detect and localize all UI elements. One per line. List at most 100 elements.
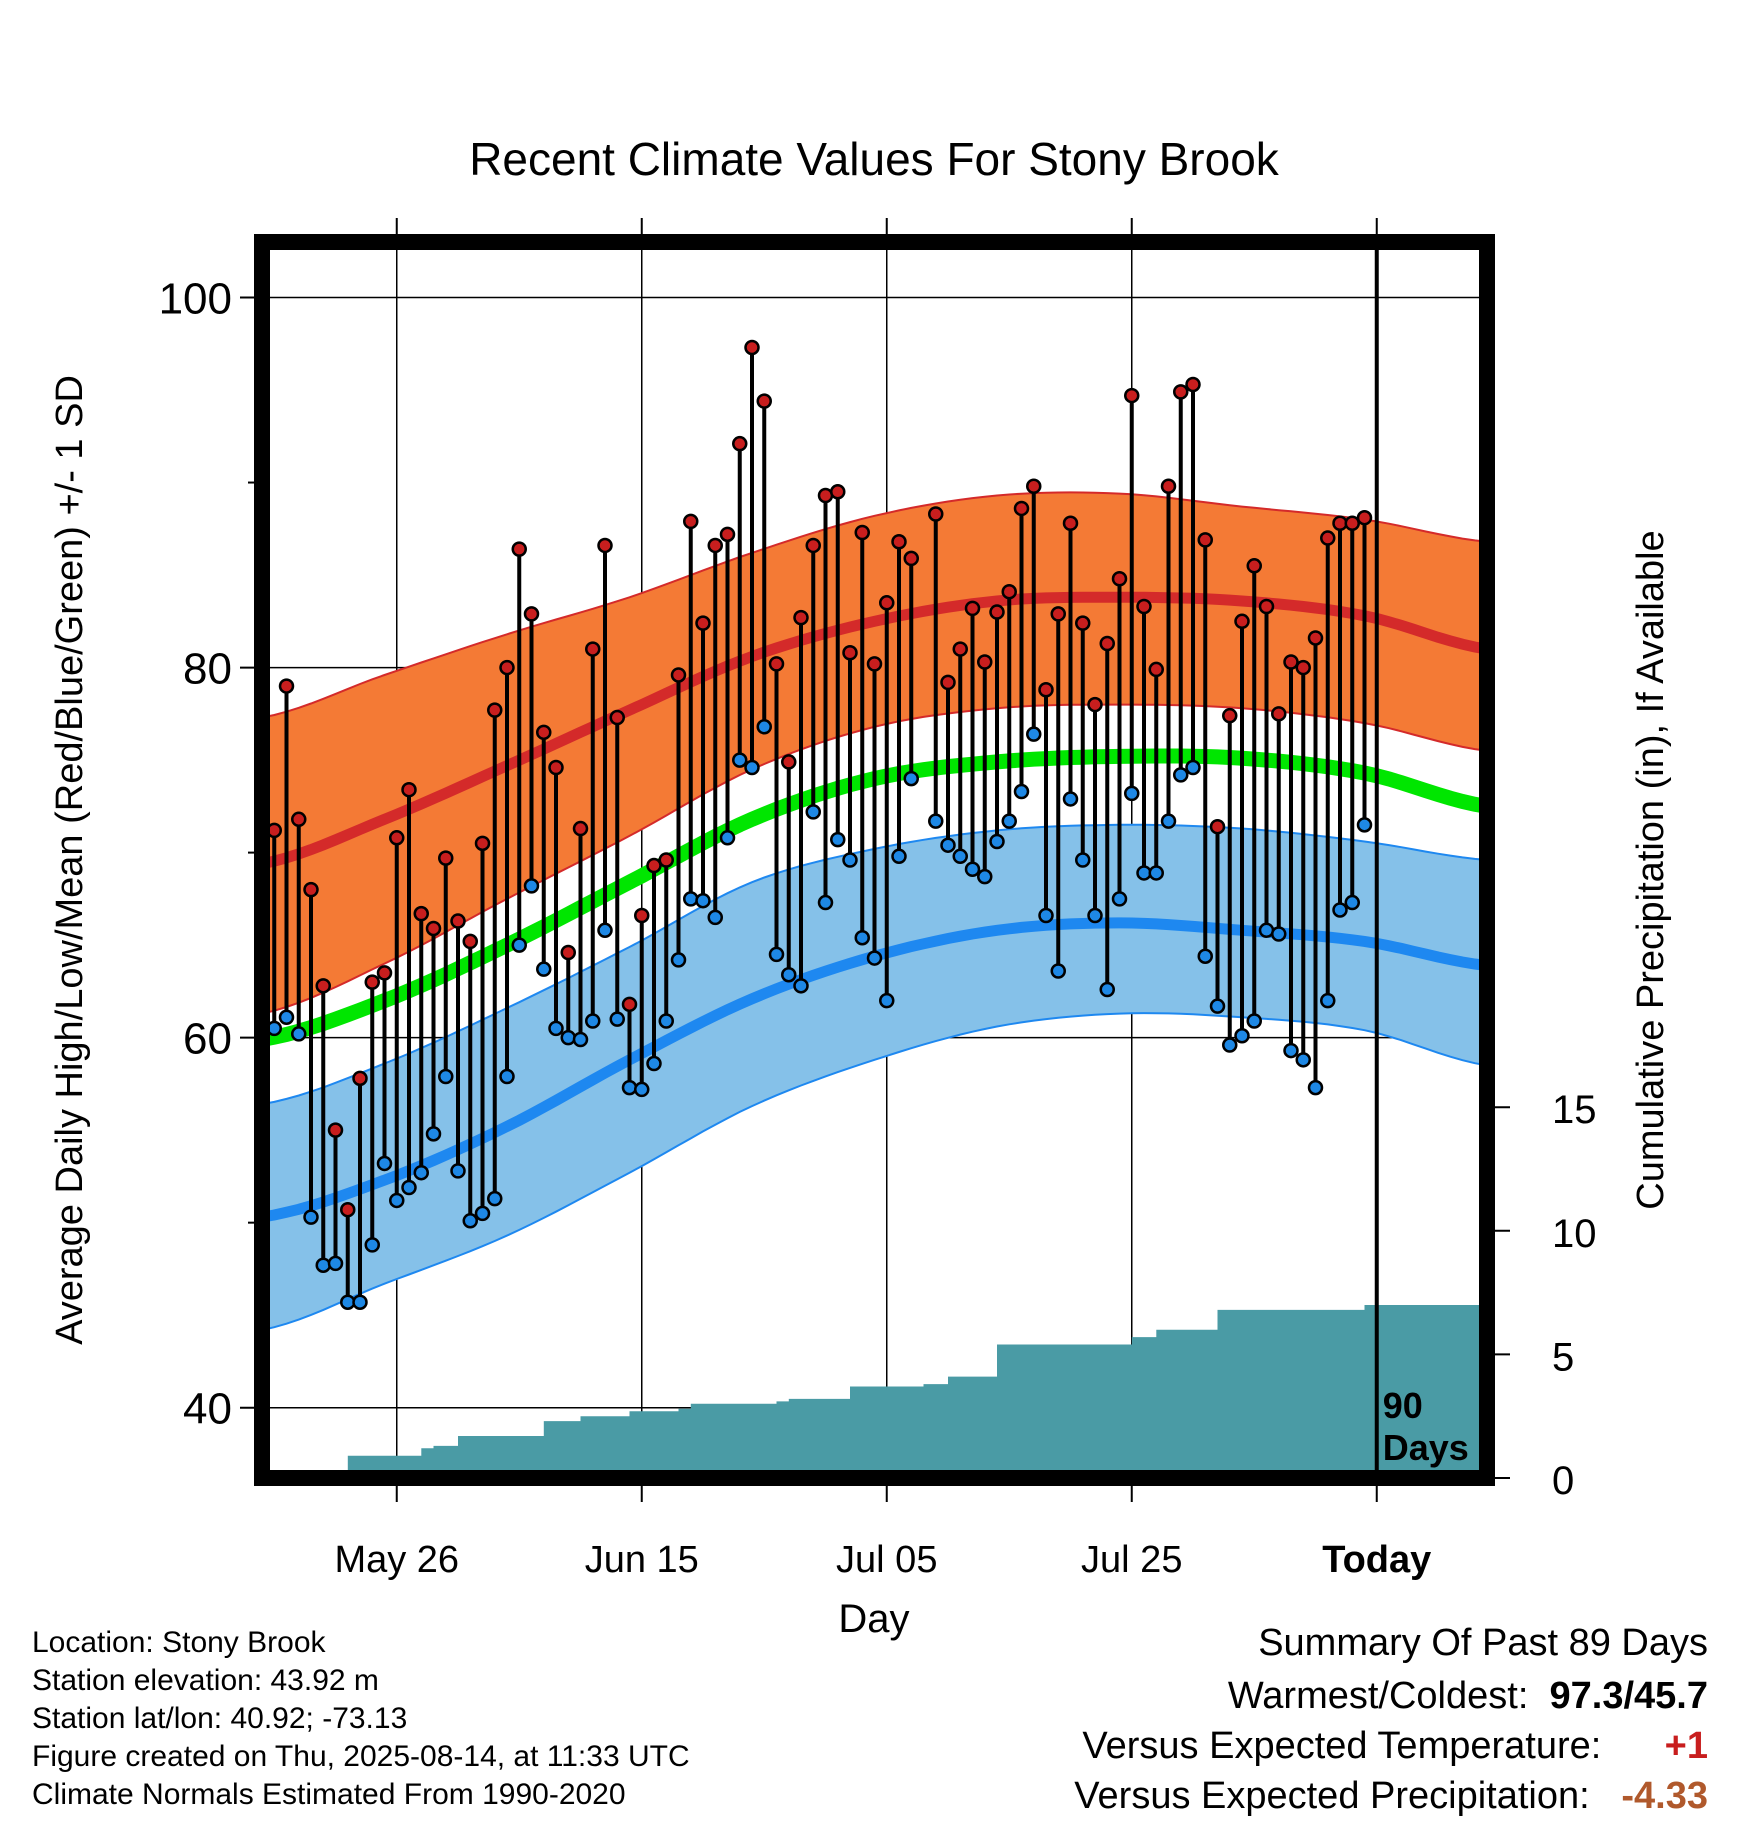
daily-low-point [523, 878, 540, 894]
daily-low-point [1344, 894, 1360, 911]
daily-low-point [1075, 852, 1091, 868]
daily-low-point [1099, 981, 1115, 998]
daily-low-point [462, 1213, 478, 1229]
daily-high-point [425, 920, 442, 937]
y2-tick-label: 5 [1552, 1335, 1574, 1379]
daily-low-point [744, 759, 760, 776]
daily-low-point [1111, 891, 1128, 907]
daily-high-point [352, 1070, 368, 1087]
daily-low-point [389, 1192, 405, 1209]
y-tick-label: 100 [159, 275, 232, 324]
daily-high-point [597, 537, 613, 554]
daily-high-point [1173, 384, 1189, 400]
daily-low-point [327, 1255, 344, 1272]
summary-temp: Versus Expected Temperature: +1 [1082, 1725, 1708, 1768]
normal-high-line [262, 591, 1487, 870]
x-tick-label: Today [1322, 1539, 1431, 1581]
daily-low-point [1013, 783, 1030, 800]
daily-low-point [1173, 767, 1189, 783]
x-tick-label: Jun 15 [585, 1539, 699, 1581]
summary-warm-cold: Warmest/Coldest: 97.3/45.7 [1228, 1675, 1708, 1718]
daily-low-point [928, 813, 944, 829]
daily-low-point [1222, 1037, 1238, 1053]
y2-tick-label: 10 [1552, 1212, 1597, 1256]
daily-high-point [303, 881, 319, 898]
x-tick-label: Jul 05 [836, 1539, 937, 1581]
daily-high-point [940, 674, 956, 691]
latlon-text: Station lat/lon: 40.92; -73.13 [32, 1702, 408, 1735]
daily-high-point [1148, 661, 1164, 678]
daily-high-point [511, 541, 527, 557]
daily-high-point [315, 978, 331, 994]
daily-high-point [1001, 583, 1017, 600]
daily-low-point [1050, 963, 1066, 979]
daily-low-point [1160, 813, 1177, 829]
daily-high-point [928, 506, 944, 522]
daily-low-point [964, 861, 981, 878]
daily-low-point [1307, 1079, 1324, 1096]
daily-high-point [1050, 606, 1066, 622]
daily-low-point [940, 837, 956, 853]
x-axis-label: Day [838, 1597, 909, 1641]
daily-high-point [1295, 659, 1311, 676]
daily-high-point [585, 641, 601, 657]
daily-low-point [670, 952, 687, 968]
daily-low-point [1234, 1028, 1250, 1044]
created-text: Figure created on Thu, 2025-08-14, at 11… [32, 1740, 690, 1773]
daily-high-point [805, 537, 821, 554]
daily-high-point [1209, 818, 1226, 835]
daily-low-point [413, 1164, 429, 1181]
daily-high-point [462, 933, 478, 950]
daily-high-point [879, 595, 895, 611]
daily-low-point [854, 929, 870, 946]
daily-low-point [536, 961, 552, 977]
daily-high-point [952, 641, 968, 657]
daily-low-point [1197, 948, 1213, 964]
daily-high-point [1087, 696, 1103, 713]
daily-low-point [572, 1031, 589, 1048]
daily-low-point [1356, 817, 1373, 833]
precip-value: -4.33 [1621, 1775, 1708, 1817]
daily-low-point [303, 1209, 319, 1225]
daily-low-point [609, 1011, 625, 1027]
daily-high-point [609, 709, 625, 726]
daily-low-point [1026, 726, 1042, 742]
daily-low-point [487, 1190, 503, 1207]
daily-low-point [1124, 785, 1140, 802]
daily-low-point [376, 1155, 393, 1172]
daily-high-point [903, 550, 919, 567]
daily-low-point [621, 1079, 638, 1096]
daily-high-point [1160, 478, 1177, 494]
temp-label: Versus Expected Temperature: [1082, 1725, 1602, 1767]
daily-low-point [952, 848, 968, 865]
chart-title: Recent Climate Values For Stony Brook [469, 133, 1280, 185]
daily-high-point [670, 667, 687, 683]
daily-low-point [879, 992, 895, 1009]
daily-high-point [1197, 532, 1213, 548]
daily-low-point [719, 830, 736, 846]
daily-high-point [1185, 376, 1201, 393]
daily-low-point [1087, 907, 1103, 924]
daily-high-point [548, 759, 564, 776]
daily-low-point [1332, 902, 1348, 918]
daily-low-point [548, 1020, 564, 1037]
daily-high-point [1136, 598, 1152, 615]
daily-high-point [327, 1122, 344, 1138]
daily-low-point [768, 946, 785, 963]
daily-low-point [634, 1081, 650, 1098]
daily-low-point [658, 1013, 674, 1029]
daily-high-point [719, 526, 736, 543]
daily-high-point [1234, 613, 1250, 630]
daily-low-point [1038, 907, 1054, 924]
daily-high-point [866, 656, 883, 672]
daily-high-point [695, 615, 711, 631]
daily-high-point [707, 537, 723, 554]
daily-high-point [1075, 615, 1091, 631]
daily-high-point [1062, 515, 1079, 531]
daily-low-point [278, 1009, 295, 1026]
y-axis-label: Average Daily High/Low/Mean (Red/Blue/Gr… [49, 375, 91, 1345]
daily-high-point [1038, 682, 1054, 698]
temp-value: +1 [1664, 1725, 1708, 1767]
summary-precip: Versus Expected Precipitation: -4.33 [1074, 1775, 1708, 1818]
daily-low-point [315, 1257, 331, 1273]
